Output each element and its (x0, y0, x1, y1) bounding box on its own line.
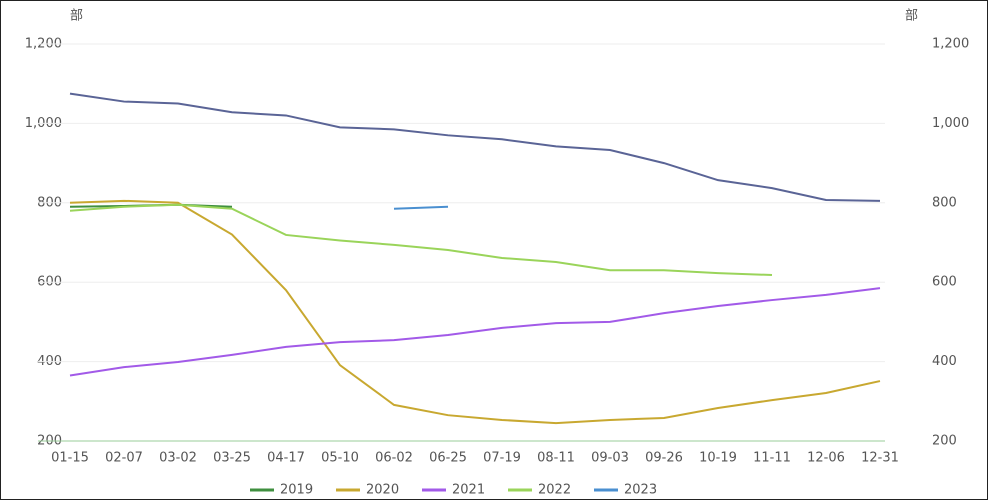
legend-label: 2022 (538, 483, 571, 498)
x-tick-label: 08-11 (537, 451, 575, 466)
x-tick-label: 03-02 (159, 451, 197, 466)
x-tick-label: 07-19 (483, 451, 521, 466)
legend-label: 2021 (452, 483, 485, 498)
x-tick-label: 06-02 (375, 451, 413, 466)
y2-tick-label: 400 (932, 354, 957, 369)
x-tick-label: 09-26 (645, 451, 683, 466)
x-tick-label: 01-15 (51, 451, 89, 466)
x-tick-label: 12-31 (861, 451, 899, 466)
series-line (69, 203, 773, 277)
series-line (69, 199, 881, 425)
x-tick-label: 09-03 (591, 451, 629, 466)
y2-tick-label: 200 (932, 434, 957, 449)
y2-tick-label: 600 (932, 275, 957, 290)
x-tick-label: 12-06 (807, 451, 845, 466)
y-unit: 部 (70, 9, 83, 24)
y2-tick-label: 800 (932, 195, 957, 210)
x-tick-label: 10-19 (699, 451, 737, 466)
series-line (69, 287, 881, 377)
y2-tick-label: 1,200 (932, 37, 969, 52)
y2-tick-label: 1,000 (932, 116, 969, 131)
x-tick-label: 04-17 (267, 451, 305, 466)
y2-unit: 部 (905, 9, 918, 24)
x-tick-label: 03-25 (213, 451, 251, 466)
x-tick-label: 02-07 (105, 451, 143, 466)
legend-label: 2020 (366, 483, 399, 498)
legend-label: 2019 (280, 483, 313, 498)
x-tick-label: 05-10 (321, 451, 359, 466)
series-line (393, 205, 449, 210)
legend-label: 2023 (624, 483, 657, 498)
series-line (69, 92, 881, 202)
x-tick-label: 11-11 (753, 451, 791, 466)
x-tick-label: 06-25 (429, 451, 467, 466)
